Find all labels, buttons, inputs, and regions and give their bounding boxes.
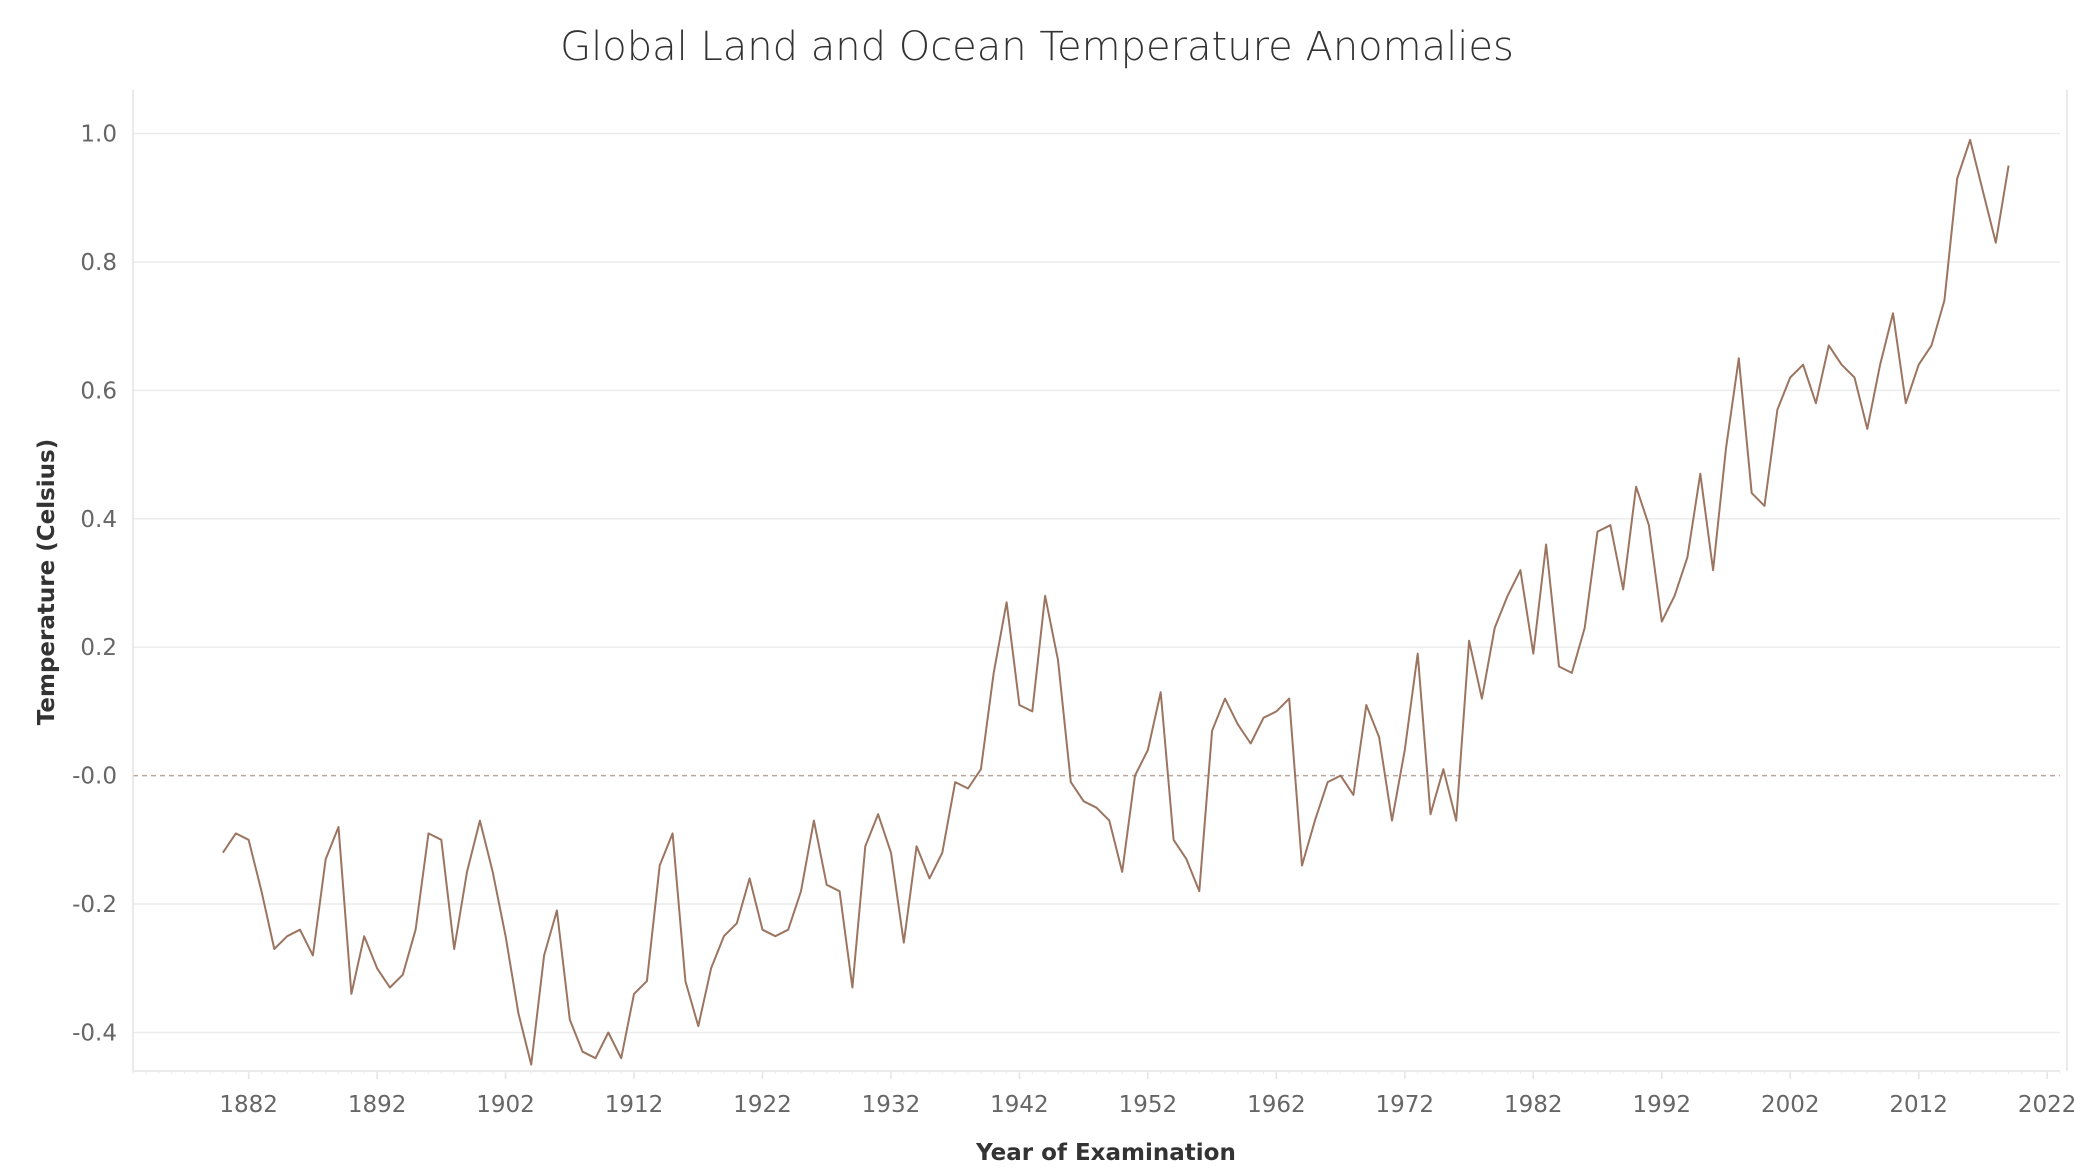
x-tick-label: 1942 xyxy=(990,1092,1049,1118)
y-tick-label: 1.0 xyxy=(80,122,117,148)
y-tick-label: 0.8 xyxy=(80,250,117,276)
x-tick-label: 1932 xyxy=(862,1092,921,1118)
x-tick-label: 1912 xyxy=(605,1092,664,1118)
x-tick-label: 2012 xyxy=(1889,1092,1948,1118)
y-axis-ticks: 1.0 0.8 0.6 0.4 0.2 -0.0 -0.2 -0.4 xyxy=(72,122,117,1047)
series-layer xyxy=(222,138,2010,1066)
chart-title: Global Land and Ocean Temperature Anomal… xyxy=(560,24,1514,70)
y-tick-label: 0.2 xyxy=(80,635,117,661)
x-tick-label: 1962 xyxy=(1247,1092,1306,1118)
x-tick-label: 2002 xyxy=(1761,1092,1820,1118)
x-tick-label: 1882 xyxy=(219,1092,278,1118)
y-axis-label: Temperature (Celsius) xyxy=(34,439,60,725)
y-tick-label: -0.0 xyxy=(72,764,117,790)
x-tick-label: 1892 xyxy=(348,1092,407,1118)
y-tick-label: -0.2 xyxy=(72,892,117,918)
x-tick-label: 1922 xyxy=(733,1092,792,1118)
x-tick-label: 1972 xyxy=(1376,1092,1435,1118)
y-tick-label: 0.4 xyxy=(80,507,117,533)
x-tick-label: 2022 xyxy=(2018,1092,2074,1118)
x-axis-label: Year of Examination xyxy=(975,1140,1236,1166)
x-axis-ticks: 1882 1892 1902 1912 1922 1932 1942 1952 1962 1972… xyxy=(132,1071,2074,1118)
x-tick-label: 1952 xyxy=(1119,1092,1178,1118)
y-tick-label: 0.6 xyxy=(80,378,117,404)
axes xyxy=(132,90,2068,1072)
x-tick-label: 1992 xyxy=(1632,1092,1691,1118)
gridlines xyxy=(133,132,2060,1034)
x-tick-label: 1902 xyxy=(476,1092,535,1118)
x-tick-label: 1982 xyxy=(1504,1092,1563,1118)
series-line xyxy=(222,138,2010,1066)
y-tick-label: -0.4 xyxy=(72,1020,117,1046)
